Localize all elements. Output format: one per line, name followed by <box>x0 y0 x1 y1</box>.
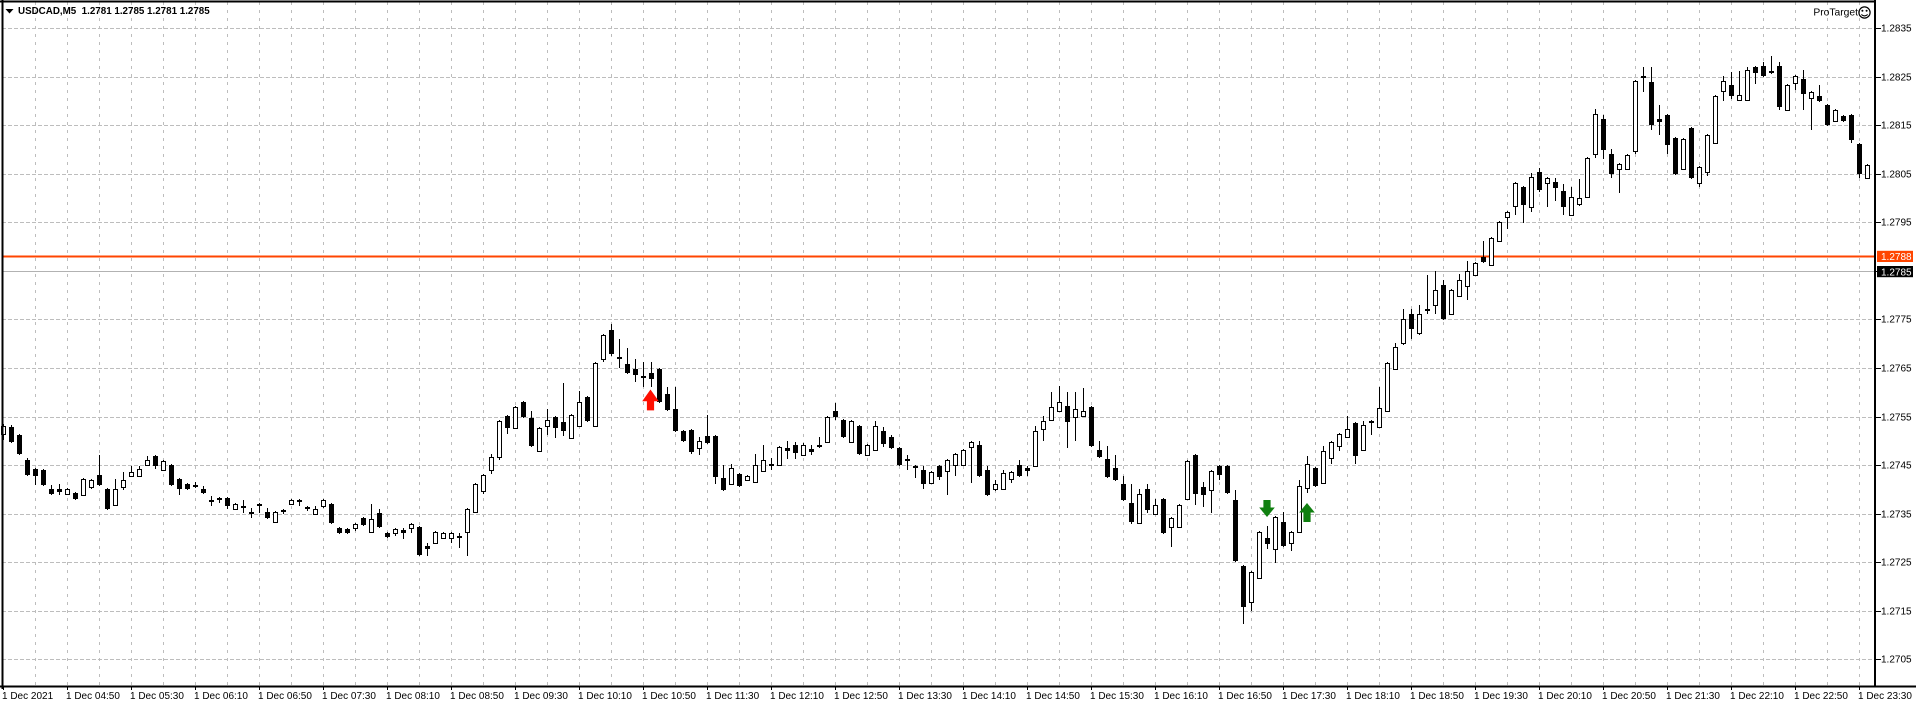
svg-text:1 Dec 20:50: 1 Dec 20:50 <box>1602 691 1656 702</box>
svg-text:1 Dec 06:50: 1 Dec 06:50 <box>258 691 312 702</box>
svg-text:1.2835: 1.2835 <box>1881 24 1912 35</box>
svg-text:1 Dec 23:30: 1 Dec 23:30 <box>1858 691 1912 702</box>
svg-text:1.2725: 1.2725 <box>1881 558 1912 569</box>
svg-text:1 Dec 15:30: 1 Dec 15:30 <box>1090 691 1144 702</box>
svg-text:1 Dec 18:10: 1 Dec 18:10 <box>1346 691 1400 702</box>
svg-text:1 Dec 19:30: 1 Dec 19:30 <box>1474 691 1528 702</box>
svg-text:1 Dec 10:50: 1 Dec 10:50 <box>642 691 696 702</box>
svg-text:1 Dec 08:50: 1 Dec 08:50 <box>450 691 504 702</box>
svg-text:1 Dec 22:50: 1 Dec 22:50 <box>1794 691 1848 702</box>
svg-text:1 Dec 04:50: 1 Dec 04:50 <box>66 691 120 702</box>
svg-text:1.2805: 1.2805 <box>1881 170 1912 181</box>
svg-text:1 Dec 09:30: 1 Dec 09:30 <box>514 691 568 702</box>
svg-text:1.2825: 1.2825 <box>1881 73 1912 84</box>
svg-text:1 Dec 2021: 1 Dec 2021 <box>2 691 54 702</box>
svg-text:1 Dec 20:10: 1 Dec 20:10 <box>1538 691 1592 702</box>
svg-text:1.2765: 1.2765 <box>1881 364 1912 375</box>
svg-text:1 Dec 11:30: 1 Dec 11:30 <box>706 691 760 702</box>
svg-text:1.2775: 1.2775 <box>1881 315 1912 326</box>
svg-text:USDCAD,M5 1.2781 1.2785 1.278: USDCAD,M5 1.2781 1.2785 1.2781 1.2785 <box>18 6 210 17</box>
svg-text:1.2795: 1.2795 <box>1881 218 1912 229</box>
svg-text:1.2815: 1.2815 <box>1881 121 1912 132</box>
svg-text:ProTarget: ProTarget <box>1813 7 1858 18</box>
svg-text:1 Dec 22:10: 1 Dec 22:10 <box>1730 691 1784 702</box>
svg-text:1 Dec 13:30: 1 Dec 13:30 <box>898 691 952 702</box>
svg-text:1 Dec 12:10: 1 Dec 12:10 <box>770 691 824 702</box>
svg-text:1 Dec 16:50: 1 Dec 16:50 <box>1218 691 1272 702</box>
svg-text:1.2755: 1.2755 <box>1881 413 1912 424</box>
svg-text:1 Dec 10:10: 1 Dec 10:10 <box>578 691 632 702</box>
svg-text:1 Dec 17:30: 1 Dec 17:30 <box>1282 691 1336 702</box>
svg-text:1.2785: 1.2785 <box>1881 267 1912 278</box>
svg-text:1.2745: 1.2745 <box>1881 461 1912 472</box>
svg-text:1 Dec 14:50: 1 Dec 14:50 <box>1026 691 1080 702</box>
svg-text:1 Dec 08:10: 1 Dec 08:10 <box>386 691 440 702</box>
svg-text:1.2735: 1.2735 <box>1881 510 1912 521</box>
svg-text:1 Dec 07:30: 1 Dec 07:30 <box>322 691 376 702</box>
svg-text:1 Dec 14:10: 1 Dec 14:10 <box>962 691 1016 702</box>
svg-text:1 Dec 12:50: 1 Dec 12:50 <box>834 691 888 702</box>
svg-text:1.2705: 1.2705 <box>1881 655 1912 666</box>
svg-text:1 Dec 18:50: 1 Dec 18:50 <box>1410 691 1464 702</box>
svg-text:1 Dec 06:10: 1 Dec 06:10 <box>194 691 248 702</box>
svg-text:1 Dec 21:30: 1 Dec 21:30 <box>1666 691 1720 702</box>
svg-text:1.2788: 1.2788 <box>1881 252 1912 263</box>
svg-text:1.2715: 1.2715 <box>1881 607 1912 618</box>
svg-text:1 Dec 05:30: 1 Dec 05:30 <box>130 691 184 702</box>
svg-text:1 Dec 16:10: 1 Dec 16:10 <box>1154 691 1208 702</box>
